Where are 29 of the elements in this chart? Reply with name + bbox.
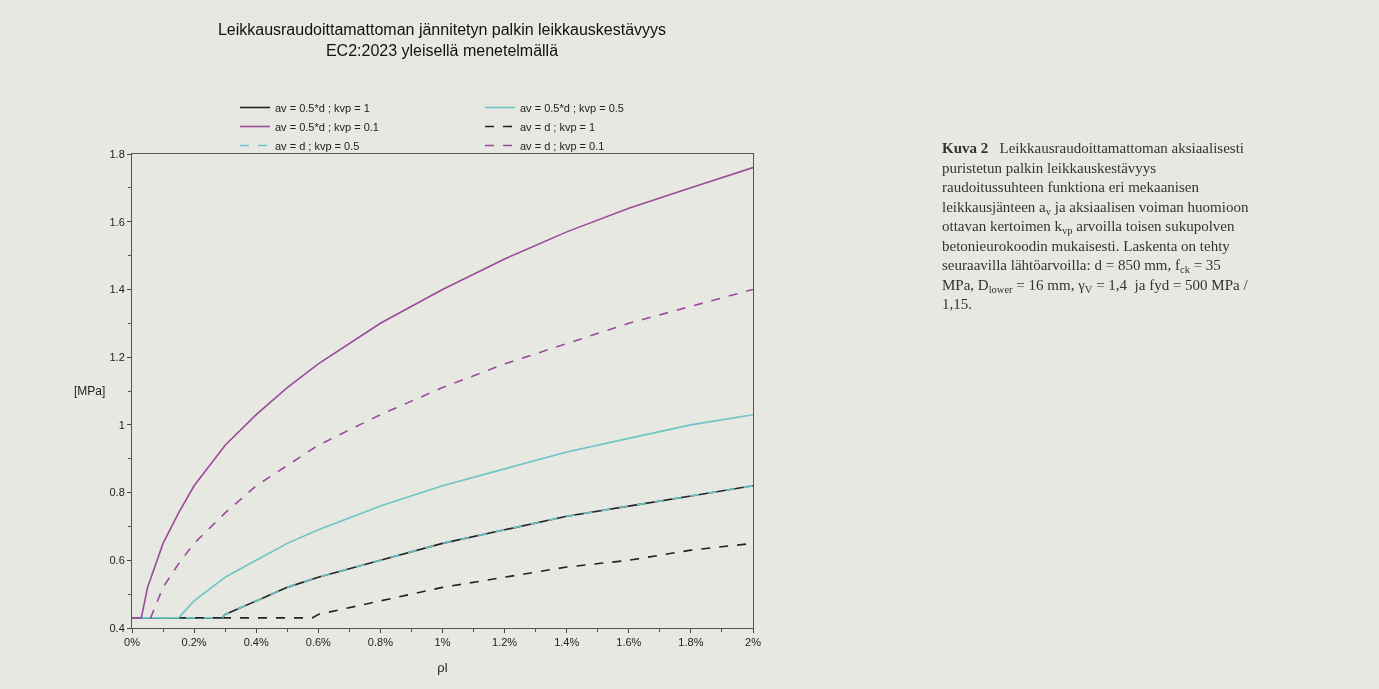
x-tick-label: 0.4% (243, 636, 269, 649)
legend-label: av = d ; kvp = 0.5 (275, 139, 360, 152)
x-tick-label: 1.8% (678, 636, 704, 649)
y-tick-label: 0.8 (109, 486, 125, 499)
x-tick-label: 0.2% (181, 636, 207, 649)
y-tick-label: 1.6 (109, 215, 125, 228)
legend-label: av = d ; kvp = 1 (520, 120, 596, 133)
x-tick-label: 1.6% (616, 636, 642, 649)
y-tick-label: 1.8 (109, 147, 125, 160)
x-tick-label: 2% (745, 636, 762, 649)
x-tick-label: 1% (434, 636, 451, 649)
legend-label: av = 0.5*d ; kvp = 0.1 (275, 120, 379, 133)
x-tick-label: 1.4% (554, 636, 580, 649)
legend-label: av = 0.5*d ; kvp = 1 (275, 101, 370, 114)
y-tick-label: 1 (118, 418, 125, 431)
x-tick-label: 1.2% (492, 636, 518, 649)
y-tick-label: 1.2 (109, 350, 125, 363)
y-axis-title: [MPa] (74, 384, 106, 398)
x-axis-title: ρl (437, 659, 448, 675)
y-tick-label: 0.6 (109, 554, 125, 567)
chart-title: Leikkausraudoittamattoman jännitetyn palkin leikkauskestävyys EC2:2023 yleisellä menetelmällä (217, 21, 667, 59)
x-tick-label: 0% (124, 636, 141, 649)
legend-label: av = 0.5*d ; kvp = 0.5 (520, 101, 624, 114)
text: Kuva 2 (942, 140, 989, 156)
y-tick-label: 0.4 (109, 621, 125, 634)
x-tick-label: 0.6% (305, 636, 332, 649)
y-tick-label: 1.4 (109, 283, 125, 296)
legend-label: av = d ; kvp = 0.1 (520, 139, 605, 152)
x-tick-label: 0.8% (367, 636, 394, 649)
